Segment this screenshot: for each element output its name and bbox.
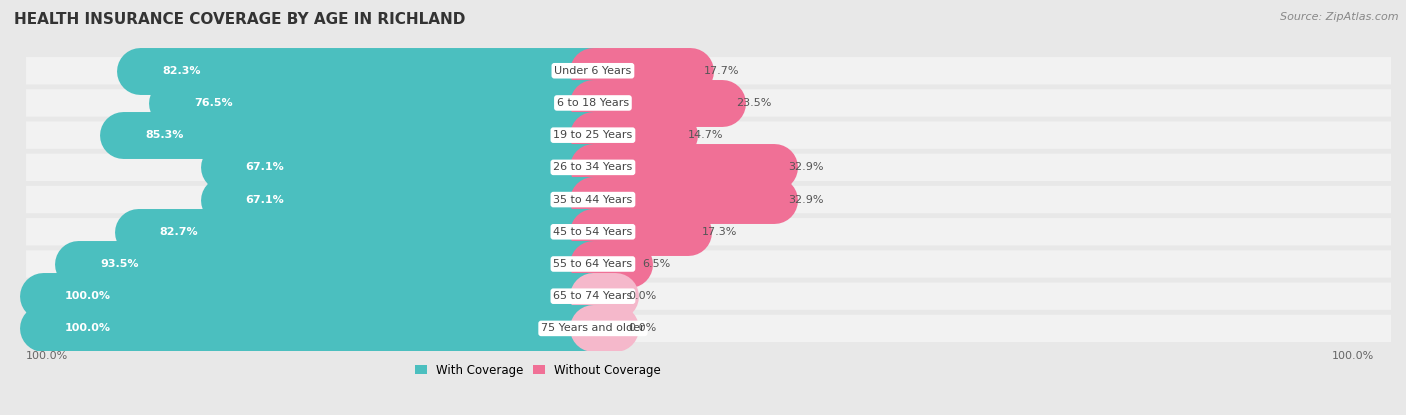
Text: 32.9%: 32.9%	[787, 195, 824, 205]
Text: 0.0%: 0.0%	[628, 323, 657, 333]
Text: 67.1%: 67.1%	[246, 195, 284, 205]
Text: 75 Years and older: 75 Years and older	[541, 323, 645, 333]
FancyBboxPatch shape	[25, 122, 1391, 149]
Text: 32.9%: 32.9%	[787, 162, 824, 172]
Text: 100.0%: 100.0%	[25, 351, 69, 361]
Text: 6 to 18 Years: 6 to 18 Years	[557, 98, 628, 108]
Text: 82.7%: 82.7%	[160, 227, 198, 237]
FancyBboxPatch shape	[25, 154, 1391, 181]
Text: 100.0%: 100.0%	[65, 291, 111, 301]
Text: 26 to 34 Years: 26 to 34 Years	[554, 162, 633, 172]
Text: HEALTH INSURANCE COVERAGE BY AGE IN RICHLAND: HEALTH INSURANCE COVERAGE BY AGE IN RICH…	[14, 12, 465, 27]
Text: 17.3%: 17.3%	[702, 227, 737, 237]
Text: 45 to 54 Years: 45 to 54 Years	[554, 227, 633, 237]
Text: 35 to 44 Years: 35 to 44 Years	[554, 195, 633, 205]
FancyBboxPatch shape	[25, 57, 1391, 84]
Text: 85.3%: 85.3%	[145, 130, 184, 140]
Text: 6.5%: 6.5%	[643, 259, 671, 269]
FancyBboxPatch shape	[25, 89, 1391, 117]
Text: Under 6 Years: Under 6 Years	[554, 66, 631, 76]
Text: 19 to 25 Years: 19 to 25 Years	[554, 130, 633, 140]
FancyBboxPatch shape	[25, 186, 1391, 213]
Text: 55 to 64 Years: 55 to 64 Years	[554, 259, 633, 269]
Text: 93.5%: 93.5%	[100, 259, 139, 269]
Text: Source: ZipAtlas.com: Source: ZipAtlas.com	[1281, 12, 1399, 22]
Text: 82.3%: 82.3%	[162, 66, 201, 76]
Legend: With Coverage, Without Coverage: With Coverage, Without Coverage	[411, 359, 665, 381]
Text: 23.5%: 23.5%	[735, 98, 772, 108]
Text: 65 to 74 Years: 65 to 74 Years	[554, 291, 633, 301]
FancyBboxPatch shape	[25, 218, 1391, 246]
FancyBboxPatch shape	[25, 315, 1391, 342]
Text: 100.0%: 100.0%	[65, 323, 111, 333]
FancyBboxPatch shape	[25, 283, 1391, 310]
Text: 67.1%: 67.1%	[246, 162, 284, 172]
Text: 76.5%: 76.5%	[194, 98, 232, 108]
Text: 14.7%: 14.7%	[688, 130, 723, 140]
FancyBboxPatch shape	[25, 250, 1391, 278]
Text: 17.7%: 17.7%	[704, 66, 740, 76]
Text: 100.0%: 100.0%	[1333, 351, 1375, 361]
Text: 0.0%: 0.0%	[628, 291, 657, 301]
